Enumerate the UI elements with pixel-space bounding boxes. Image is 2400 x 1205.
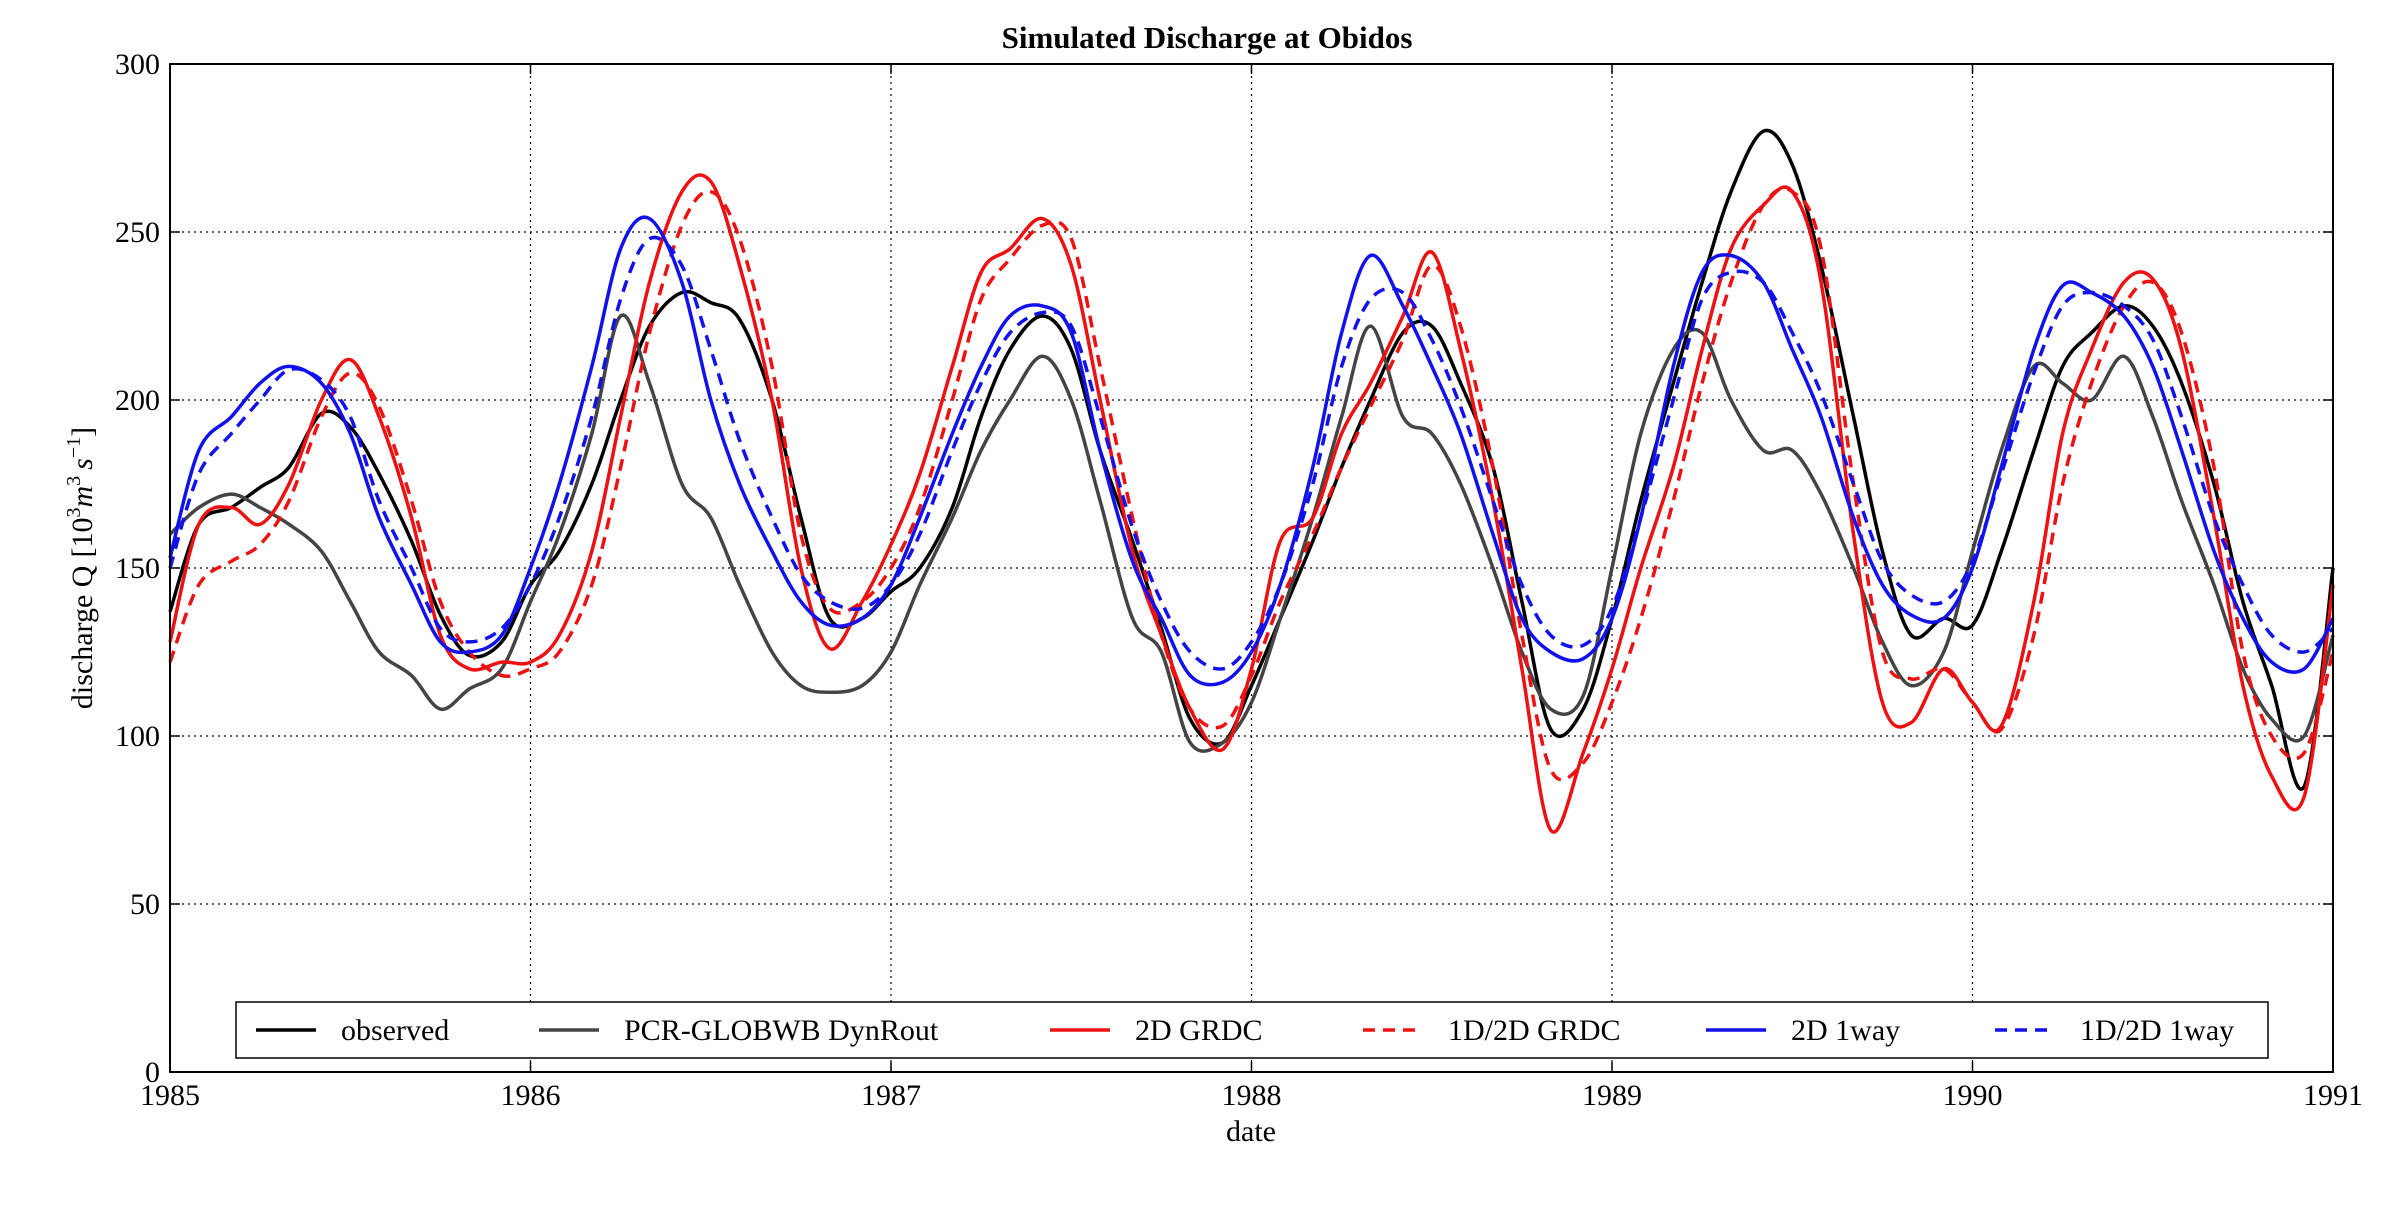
y-unit-m: m (66, 486, 99, 508)
x-tick-label: 1990 (1943, 1079, 2003, 1112)
y-unit-exp1: 3 (63, 508, 85, 518)
legend-label-2d-1way: 2D 1way (1791, 1014, 1900, 1047)
legend-label-observed: observed (341, 1014, 449, 1047)
x-tick-label: 1986 (501, 1079, 561, 1112)
plot-series (168, 128, 2335, 834)
series-line-pcr-globwb-dynrout (168, 313, 2335, 753)
series-line-observed (168, 128, 2335, 791)
y-tick-label: 100 (115, 720, 160, 753)
y-tick-label: 150 (115, 552, 160, 585)
y-unit-s: s (66, 458, 99, 470)
x-tick-label: 1989 (1582, 1079, 1642, 1112)
x-tick-label: 1988 (1222, 1079, 1282, 1112)
y-tick-label: 0 (145, 1056, 160, 1089)
y-axis-label: discharge Q[103m3s−1] (63, 427, 99, 709)
series-line-1d-2d-grdc (168, 186, 2335, 782)
y-unit-base: 10 (66, 518, 99, 548)
y-axis-label-text: discharge Q (66, 565, 99, 709)
legend: observed PCR-GLOBWB DynRout 2D GRDC 1D/2D G… (235, 1001, 2269, 1059)
legend-label-pcr-globwb-dynrout: PCR-GLOBWB DynRout (624, 1014, 939, 1047)
y-unit-exp2: 3 (63, 476, 85, 486)
y-tick-label: 200 (115, 384, 160, 417)
grid-lines (170, 64, 2333, 1072)
x-axis-label: date (1226, 1115, 1276, 1148)
legend-label-2d-grdc: 2D GRDC (1135, 1014, 1263, 1047)
x-tick-label: 1987 (861, 1079, 921, 1112)
y-tick-label: 300 (115, 48, 160, 81)
y-tick-label: 50 (130, 888, 160, 921)
x-tick-label: 1991 (2303, 1079, 2363, 1112)
legend-label-1d-2d-grdc: 1D/2D GRDC (1448, 1014, 1621, 1047)
x-tick-label: 1985 (140, 1079, 200, 1112)
x-axis-ticks: 1985 1986 1987 1988 1989 1990 1991 (140, 64, 2363, 1112)
y-tick-label: 250 (115, 216, 160, 249)
chart-title: Simulated Discharge at Obidos (1002, 20, 1413, 55)
y-unit-exp3: −1 (63, 437, 85, 458)
series-line-2d-1way (168, 215, 2335, 687)
y-axis-ticks: 0 50 100 150 200 250 300 (115, 48, 2333, 1089)
series-line-1d-2d-1way (168, 235, 2335, 671)
legend-label-1d-2d-1way: 1D/2D 1way (2080, 1014, 2234, 1047)
